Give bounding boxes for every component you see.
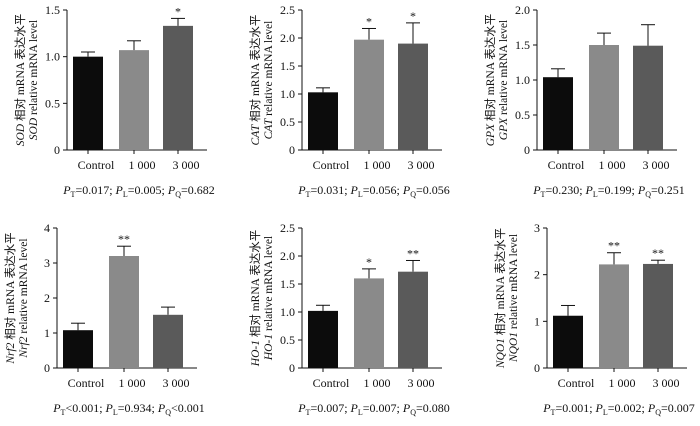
y-tick-label: 0.5 <box>515 108 530 122</box>
y-tick-label: 0 <box>534 361 540 375</box>
y-tick-label: 1.5 <box>515 38 530 52</box>
y-axis-label-en: HO-1 relative mRNA level <box>263 236 275 361</box>
y-axis-label-en: GPX relative mRNA level <box>498 20 510 140</box>
category-label: Control <box>313 158 350 172</box>
category-label: 1 000 <box>129 158 156 172</box>
bar-1 <box>308 310 338 368</box>
bar-2 <box>119 50 149 151</box>
y-tick-label: 1.0 <box>280 305 295 319</box>
y-tick-label: 1.0 <box>280 87 295 101</box>
category-label: Control <box>548 158 585 172</box>
significance-mark: ** <box>118 232 130 246</box>
y-tick-label: 0 <box>289 361 295 375</box>
panel-gpx: 0 0.5 1.0 1.5 2.0 Control 1 000 3 000 GPX 相对 mRN… <box>483 3 685 199</box>
bar-2 <box>109 256 139 368</box>
bar-3 <box>633 45 663 151</box>
bar-2 <box>589 45 619 150</box>
p-values: PT=0.007; PL=0.007; PQ=0.080 <box>297 401 450 417</box>
y-axis-label-cn: SOD 相对 mRNA 表达水平 <box>13 14 27 147</box>
significance-mark: ** <box>652 246 664 260</box>
significance-mark: ** <box>407 246 419 260</box>
panel-nrf2: 0 1 2 3 4 Control ** 1 000 3 000 Nrf2 相对 mRNA 表达水… <box>3 221 205 417</box>
p-values: PT=0.031; PL=0.056; PQ=0.056 <box>297 183 450 199</box>
y-tick-label: 2.0 <box>280 31 295 45</box>
category-label: 3 000 <box>163 376 190 390</box>
bar-2 <box>354 278 384 368</box>
y-tick-label: 2.5 <box>280 221 295 235</box>
bar-2 <box>354 39 384 150</box>
category-label: 1 000 <box>364 158 391 172</box>
y-tick-label: 1 <box>534 314 540 328</box>
panel-nqo1: 0 1 2 3 Control ** 1 000 ** 3 000 NQO1 相对 mRNA 表达… <box>493 221 695 417</box>
bar-3 <box>398 43 428 150</box>
y-tick-label: 2.0 <box>515 3 530 17</box>
y-tick-label: 1.0 <box>515 73 530 87</box>
y-axis-label-cn: GPX 相对 mRNA 表达水平 <box>483 14 497 147</box>
bar-1 <box>543 77 573 150</box>
y-tick-label: 0 <box>54 143 60 157</box>
category-label: 1 000 <box>119 376 146 390</box>
bar-1 <box>553 315 583 368</box>
category-label: 3 000 <box>408 158 435 172</box>
bar-3 <box>398 271 428 368</box>
bar-3 <box>163 25 193 150</box>
y-tick-label: 4 <box>44 221 50 235</box>
bar-1 <box>63 330 93 368</box>
y-tick-label: 0.5 <box>280 333 295 347</box>
p-values: PT<0.001; PL=0.934; PQ<0.001 <box>52 401 205 417</box>
category-label: 3 000 <box>643 158 670 172</box>
category-label: Control <box>558 376 595 390</box>
significance-mark: ** <box>608 239 620 253</box>
y-tick-label: 0 <box>524 143 530 157</box>
panel-cat: 0 0.5 1.0 1.5 2.0 2.5 Control * 1 000 * 3 000 CAT 相… <box>248 3 450 199</box>
bar-2 <box>599 264 629 368</box>
category-label: 1 000 <box>599 158 626 172</box>
significance-mark: * <box>366 255 372 269</box>
y-tick-label: 1.5 <box>280 59 295 73</box>
y-tick-label: 1.5 <box>45 3 60 17</box>
significance-mark: * <box>410 9 416 23</box>
y-tick-label: 2.5 <box>280 3 295 17</box>
category-label: Control <box>68 376 105 390</box>
category-label: 3 000 <box>408 376 435 390</box>
y-tick-label: 2.0 <box>280 249 295 263</box>
y-tick-label: 0.5 <box>45 96 60 110</box>
y-tick-label: 1 <box>44 326 50 340</box>
bar-1 <box>308 92 338 150</box>
y-tick-label: 3 <box>44 256 50 270</box>
y-axis-label-en: CAT relative mRNA level <box>263 21 275 140</box>
panel-sod: 0 0.5 1.0 1.5 Control 1 000 * 3 000 SOD 相对 mRNA … <box>13 3 215 199</box>
category-label: 3 000 <box>653 376 680 390</box>
category-label: 3 000 <box>173 158 200 172</box>
y-tick-label: 3 <box>534 221 540 235</box>
bar-1 <box>73 56 103 150</box>
panel-ho-1: 0 0.5 1.0 1.5 2.0 2.5 Control * 1 000 ** 3 000 HO-1… <box>248 221 450 417</box>
p-values: PT=0.017; PL=0.005; PQ=0.682 <box>62 183 215 199</box>
y-tick-label: 0 <box>44 361 50 375</box>
y-axis-label-en: SOD relative mRNA level <box>28 20 40 140</box>
y-tick-label: 2 <box>44 291 50 305</box>
y-axis-label-cn: HO-1 相对 mRNA 表达水平 <box>248 230 262 367</box>
y-tick-label: 1.5 <box>280 277 295 291</box>
bar-3 <box>153 314 183 368</box>
category-label: Control <box>313 376 350 390</box>
p-values: PT=0.001; PL=0.002; PQ=0.007 <box>542 401 695 417</box>
category-label: 1 000 <box>609 376 636 390</box>
significance-mark: * <box>366 14 372 28</box>
category-label: 1 000 <box>364 376 391 390</box>
y-tick-label: 0 <box>289 143 295 157</box>
category-label: Control <box>78 158 115 172</box>
p-values: PT=0.230; PL=0.199; PQ=0.251 <box>532 183 685 199</box>
y-axis-label-en: NQO1 relative mRNA level <box>508 234 520 363</box>
y-axis-label-cn: CAT 相对 mRNA 表达水平 <box>248 15 262 146</box>
y-tick-label: 0.5 <box>280 115 295 129</box>
bar-3 <box>643 263 673 368</box>
y-tick-label: 1.0 <box>45 50 60 64</box>
significance-mark: * <box>175 4 181 18</box>
y-axis-label-cn: Nrf2 相对 mRNA 表达水平 <box>3 232 17 364</box>
y-tick-label: 2 <box>534 268 540 282</box>
y-axis-label-cn: NQO1 相对 mRNA 表达水平 <box>493 228 507 369</box>
y-axis-label-en: Nrf2 relative mRNA level <box>18 238 30 358</box>
